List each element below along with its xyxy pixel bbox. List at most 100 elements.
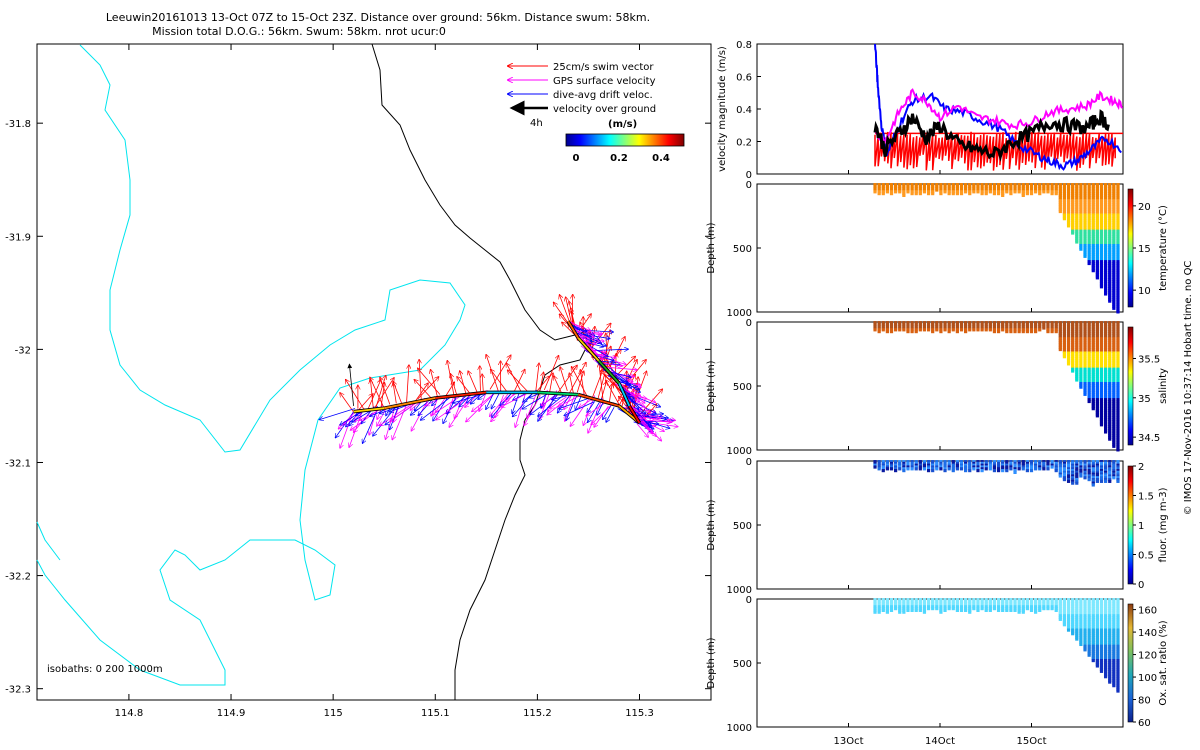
salinity-data-point (1112, 417, 1116, 422)
temperature-data-point (1099, 245, 1104, 249)
track-segment (618, 382, 631, 407)
salinity-data-point (1038, 326, 1042, 330)
temperature-data-point (1001, 188, 1005, 192)
salinity-data-point (1099, 373, 1104, 377)
fluor-data-point (1034, 460, 1038, 464)
oxygen-data-point (1083, 610, 1087, 614)
fluor-data-point (1050, 463, 1054, 467)
swim-vector (340, 393, 354, 413)
salinity-data-point (1099, 381, 1104, 386)
temperature-data-point (1005, 186, 1009, 190)
salinity-data-point (1095, 358, 1099, 362)
oxygen-data-point (1091, 621, 1095, 625)
salinity-data-point (1116, 398, 1120, 402)
oxygen-data-point (889, 605, 894, 609)
oxygen-data-point (1058, 607, 1062, 611)
oxygen-data-point (918, 598, 922, 602)
salinity-data-point (1108, 365, 1112, 370)
temperature-data-point (1112, 208, 1116, 212)
oxygen-data-point (1112, 666, 1116, 670)
fluor-data-point (1062, 465, 1067, 469)
salinity-data-point (1112, 328, 1116, 332)
temperature-data-point (1062, 200, 1067, 205)
salinity-data-point (1083, 358, 1087, 362)
salinity-data-point (935, 328, 939, 332)
oxygen-data-point (1091, 637, 1095, 641)
salinity-data-point (1104, 362, 1108, 366)
salinity-data-point (1099, 358, 1104, 362)
oxygen-data-point (1009, 601, 1013, 605)
salinity-data-point (1066, 340, 1071, 344)
salinity-data-point (1042, 326, 1046, 330)
oxygen-data-point (1083, 641, 1087, 645)
oxygen-data-point (1099, 612, 1104, 616)
salinity-data-point (1083, 367, 1087, 371)
temperature-data-point (885, 190, 889, 194)
temperature-data-point (906, 186, 910, 190)
temperature-data-point (1112, 243, 1116, 248)
salinity-data-point (1083, 369, 1087, 373)
temperature-data-point (1087, 227, 1091, 232)
salinity-data-point (1083, 392, 1087, 396)
swim-vector (569, 373, 574, 395)
fluor-data-point (1075, 477, 1079, 482)
oxygen-data-point (1058, 603, 1062, 607)
salinity-data-point (1091, 389, 1095, 393)
temperature-data-point (992, 192, 997, 196)
temperature-data-point (1017, 188, 1021, 192)
oxygen-data-point (1071, 628, 1075, 632)
temperature-data-point (1112, 242, 1116, 246)
salinity-data-point (1104, 416, 1108, 420)
salinity-data-point (1108, 381, 1112, 386)
oxygen-data-point (1058, 610, 1062, 614)
salinity-data-point (972, 328, 976, 332)
oxygen-data-point (902, 601, 906, 605)
velocity-over-ground-vector (347, 363, 354, 406)
oxygen-data-point (1095, 639, 1099, 643)
oxygen-data-point (1066, 619, 1071, 623)
oxygen-data-point (1108, 605, 1112, 609)
temperature-data-point (1071, 192, 1075, 196)
salinity-data-point (1038, 321, 1042, 325)
fluor-data-point (1079, 467, 1083, 471)
temperature-data-point (1083, 240, 1087, 244)
oxygen-data-point (964, 601, 968, 605)
temperature-data-point (1099, 276, 1104, 280)
temperature-data-point (889, 186, 894, 190)
temperature-data-point (1091, 267, 1095, 271)
salinity-data-point (1116, 385, 1120, 389)
temperature-data-point (1062, 202, 1067, 206)
salinity-data-point (992, 324, 997, 328)
oxygen-data-point (1095, 651, 1099, 655)
fluor-data-point (889, 461, 894, 466)
salinity-data-point (1095, 356, 1099, 361)
temperature-data-point (1116, 209, 1120, 214)
oxygen-data-point (1099, 651, 1104, 655)
salinity-data-point (1099, 330, 1104, 334)
salinity-data-point (1104, 380, 1108, 384)
salinity-data-point (1075, 326, 1079, 330)
track-segment (578, 393, 620, 407)
temperature-data-point (1095, 190, 1099, 194)
temperature-data-point (1095, 247, 1099, 251)
oxygen-data-point (1071, 603, 1075, 607)
temperature-data-point (1087, 252, 1091, 257)
temperature-data-point (1116, 242, 1120, 246)
temperature-data-point (1087, 224, 1091, 228)
temperature-data-point (1095, 261, 1099, 266)
temperature-data-point (1079, 213, 1083, 217)
legend-vog-label: velocity over ground (553, 104, 656, 115)
temperature-data-point (914, 188, 918, 192)
fluor-colorbar-tick-label: 1 (1138, 521, 1144, 532)
temperature-data-point (1104, 245, 1108, 249)
oxygen-data-point (1116, 639, 1120, 643)
temperature-data-point (1091, 235, 1095, 239)
temperature-data-point (1099, 231, 1104, 235)
temperature-data-point (1112, 299, 1116, 303)
fluor-data-point (1087, 460, 1091, 464)
oxygen-data-point (1099, 614, 1104, 618)
oxygen-data-point (1001, 603, 1005, 607)
oxygen-data-point (947, 601, 951, 605)
oxygen-data-point (1091, 615, 1095, 620)
oxygen-data-point (1075, 615, 1079, 620)
